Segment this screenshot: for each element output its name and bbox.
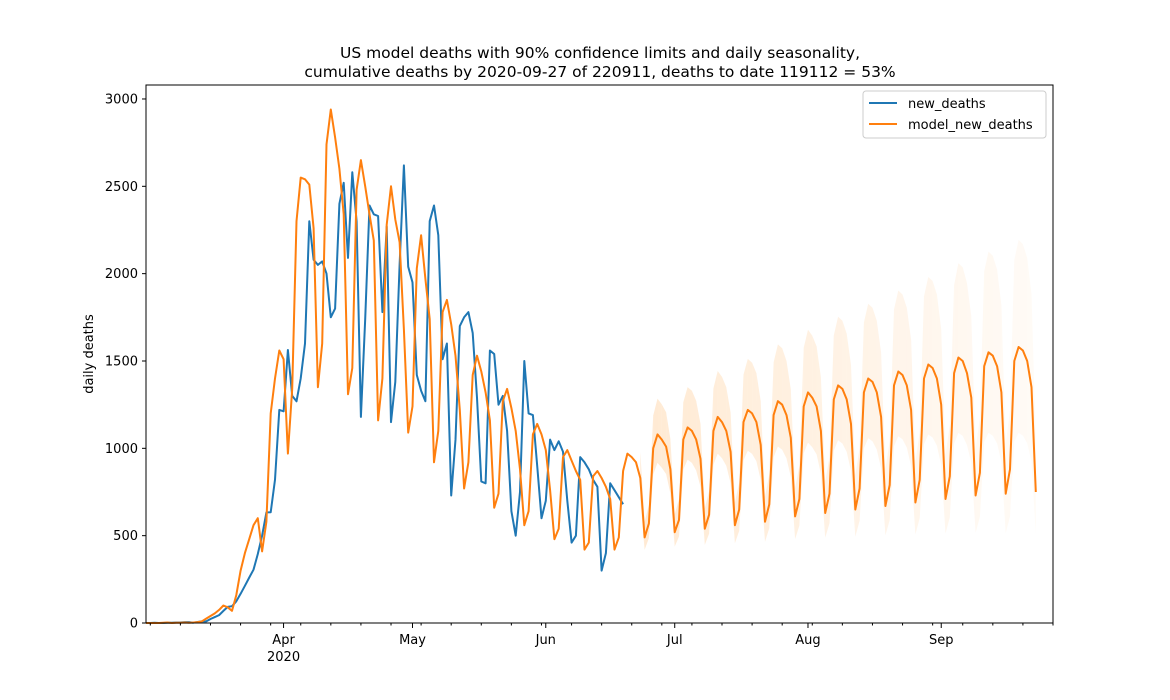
confidence-band-segment [722,376,727,466]
confidence-band-segment [653,398,658,475]
confidence-band-segment [954,263,959,444]
confidence-band-segment [945,424,950,534]
series-line-model-new-deaths [146,108,1037,624]
confidence-band-segment [726,387,731,484]
legend-label-new-deaths: new_deaths [908,97,986,112]
confidence-band-segment [765,474,770,542]
confidence-band-segment [808,329,813,448]
confidence-band-segment [713,371,718,465]
confidence-band-segment [872,307,877,450]
y-tick-label: 1500 [105,354,138,369]
confidence-band-segment [846,333,851,471]
y-tick-label: 2500 [105,180,138,195]
confidence-band-layer [640,239,1036,550]
confidence-band-segment [683,387,688,470]
legend-box [862,90,1047,139]
y-tick-label: 500 [113,529,138,544]
confidence-band-segment [906,307,912,466]
confidence-band-segment [958,263,963,436]
confidence-band-segment [997,269,1002,463]
confidence-band-segment [1014,239,1019,442]
confidence-band-segment [1005,410,1010,534]
confidence-band-segment [756,373,761,480]
confidence-band-segment [924,277,929,445]
y-tick-label: 1000 [105,442,138,457]
confidence-band-segment [915,432,920,535]
confidence-band-segment [894,290,899,447]
confidence-band-segment [928,277,933,438]
confidence-band-segment [812,335,817,455]
y-tick-label: 3000 [105,92,138,107]
confidence-band-segment [863,303,869,449]
chart-title: US model deaths with 90% confidence limi… [340,44,860,62]
confidence-band-segment [868,303,873,442]
axes: 0 500 1000 1500 2000 2500 3000 Apr 2020 May Jun Jul… [105,92,1054,665]
confidence-band-segment [1022,244,1028,444]
plot-area [145,84,1054,624]
confidence-band-segment [657,398,662,468]
confidence-band-segment [842,320,847,452]
confidence-band-segment [825,457,830,538]
confidence-band-segment [752,362,757,462]
y-tick-label: 2000 [105,267,138,282]
y-tick-label: 0 [130,617,138,632]
confidence-band-segment [988,251,993,436]
confidence-band-segment [898,290,903,440]
confidence-band-segment [696,400,701,487]
confidence-band-segment [885,441,890,536]
confidence-band-segment [795,465,800,540]
confidence-band-segment [992,255,998,444]
confidence-band-segment [838,316,843,444]
confidence-band-segment [975,417,980,533]
confidence-band-segment [782,348,787,459]
x-tick-label: May [399,633,426,648]
confidence-band-segment [833,316,839,451]
confidence-band-segment [743,358,748,461]
confidence-band-segment [747,358,753,454]
legend: new_deaths model_new_deaths [862,90,1047,139]
legend-label-model-new-deaths: model_new_deaths [908,118,1033,133]
confidence-band-segment [902,294,907,448]
confidence-band-segment [1027,258,1032,462]
x-tick-sublabel: 2020 [267,650,300,665]
confidence-band-segment [717,371,722,459]
confidence-band-segment [816,346,821,474]
confidence-band-segment [691,390,697,471]
confidence-band-segment [773,344,778,458]
y-axis-label: daily deaths [82,314,97,394]
confidence-band-segment [704,491,710,545]
confidence-band-segment [661,404,667,474]
confidence-band-segment [674,499,679,547]
x-tick-label: Sep [929,633,954,648]
confidence-band-segment [984,251,989,443]
confidence-band-segment [786,361,791,477]
confidence-band-segment [1018,239,1023,436]
confidence-band-segment [803,329,808,454]
x-tick-label: Apr [272,633,295,648]
confidence-band-segment [962,267,967,446]
confidence-band-segment [967,283,972,463]
confidence-band-segment [876,320,882,469]
confidence-band-segment [855,448,860,537]
series-layer [146,108,1037,624]
x-tick-label: Aug [795,633,820,648]
x-tick-label: Jul [666,633,683,648]
x-tick-label: Jun [535,633,556,648]
confidence-band-segment [777,344,783,450]
confidence-band-segment [734,482,740,544]
confidence-band-segment [932,281,937,446]
confidence-band-segment [936,294,942,465]
confidence-band-segment [687,387,692,463]
series-line-new-deaths [146,164,624,624]
chart-subtitle: cumulative deaths by 2020-09-27 of 22091… [304,63,895,81]
